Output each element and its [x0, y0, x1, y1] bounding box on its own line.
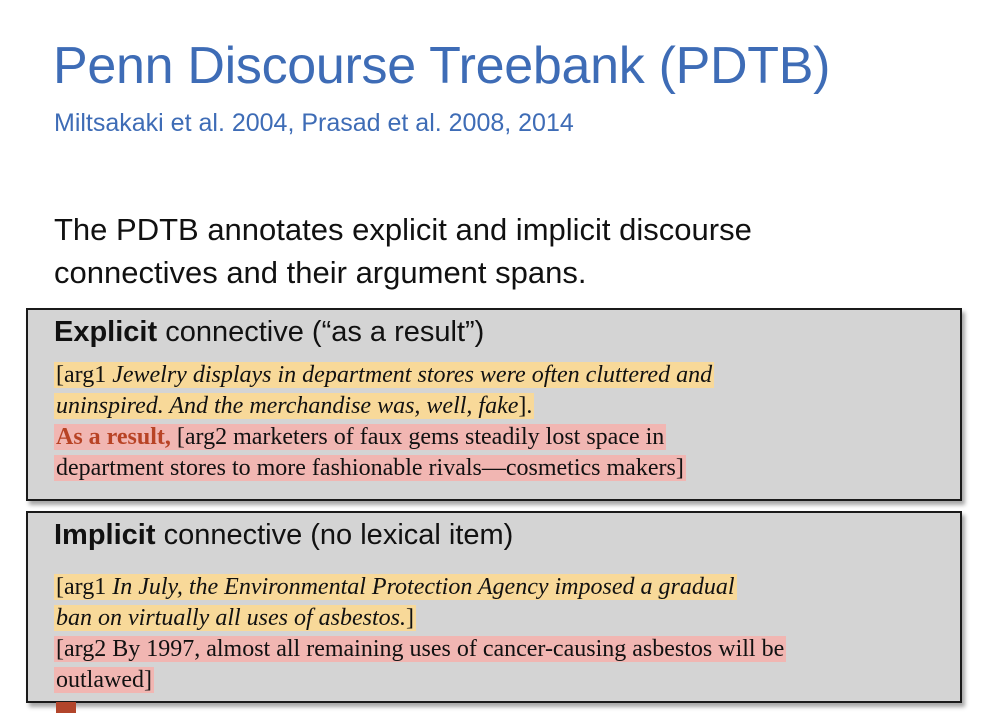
implicit-arg2-text-1: [arg2 By 1997, almost all remaining uses… — [54, 636, 787, 662]
explicit-arg2-text-2: department stores to more fashionable ri… — [54, 455, 686, 481]
implicit-connective-box: Implicit connective (no lexical item) [a… — [26, 511, 962, 703]
explicit-heading: Explicit connective (“as a result”) — [54, 316, 484, 349]
implicit-heading-bold: Implicit — [54, 519, 156, 551]
implicit-example: [arg1 In July, the Environmental Protect… — [54, 572, 954, 696]
explicit-arg2-line-1: As a result, [arg2 marketers of faux gem… — [54, 422, 954, 453]
slide-accent-bar — [56, 702, 76, 713]
implicit-arg2-line-2: outlawed] — [54, 665, 954, 696]
explicit-arg1-open: [arg1 — [56, 362, 113, 388]
implicit-arg1-text-2: ban on virtually all uses of asbestos. — [56, 605, 406, 631]
explicit-arg1-text-2: uninspired. And the merchandise was, wel… — [56, 393, 519, 419]
explicit-heading-bold: Explicit — [54, 316, 158, 348]
explicit-arg1-text-1: Jewelry displays in department stores we… — [112, 362, 713, 388]
implicit-arg2-text-2: outlawed] — [54, 667, 154, 693]
explicit-arg1-close: ]. — [518, 393, 533, 419]
explicit-heading-rest: connective (“as a result”) — [157, 316, 485, 348]
explicit-connective: As a result, — [56, 424, 171, 450]
slide-title: Penn Discourse Treebank (PDTB) — [53, 37, 831, 95]
explicit-connective-box: Explicit connective (“as a result”) [arg… — [26, 308, 962, 501]
implicit-arg2-line-1: [arg2 By 1997, almost all remaining uses… — [54, 634, 954, 665]
implicit-arg1-line-1: [arg1 In July, the Environmental Protect… — [54, 572, 954, 603]
intro-line-2: connectives and their argument spans. — [54, 255, 587, 290]
implicit-arg1-open: [arg1 — [56, 574, 113, 600]
explicit-example: [arg1 Jewelry displays in department sto… — [54, 360, 954, 484]
intro-line-1: The PDTB annotates explicit and implicit… — [54, 212, 752, 247]
explicit-arg1-line-1: [arg1 Jewelry displays in department sto… — [54, 360, 954, 391]
implicit-heading: Implicit connective (no lexical item) — [54, 519, 513, 552]
explicit-arg2-line-2: department stores to more fashionable ri… — [54, 453, 954, 484]
implicit-heading-rest: connective (no lexical item) — [155, 519, 514, 551]
intro-text: The PDTB annotates explicit and implicit… — [54, 208, 914, 294]
explicit-arg1-line-2: uninspired. And the merchandise was, wel… — [54, 391, 954, 422]
implicit-arg1-line-2: ban on virtually all uses of asbestos.] — [54, 603, 954, 634]
explicit-arg2-text-1: [arg2 marketers of faux gems steadily lo… — [170, 424, 665, 450]
implicit-arg1-text-1: In July, the Environmental Protection Ag… — [112, 574, 735, 600]
implicit-arg1-close: ] — [406, 605, 414, 631]
slide-subtitle-citations: Miltsakaki et al. 2004, Prasad et al. 20… — [54, 109, 574, 137]
